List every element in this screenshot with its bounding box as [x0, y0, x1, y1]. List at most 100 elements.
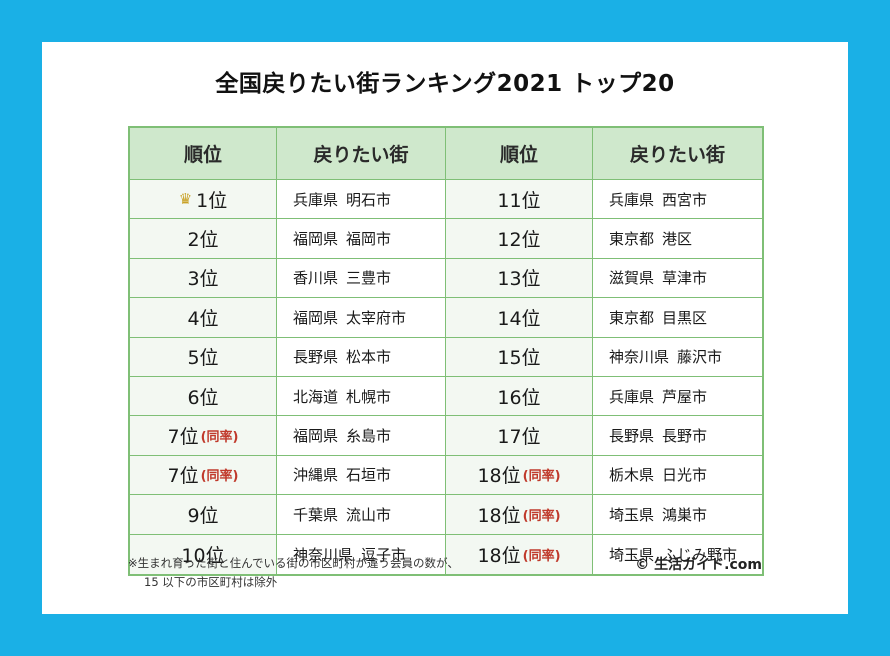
- footnote-line-1: ※生まれ育った街と住んでいる街の市区町村が違う会員の数が、: [128, 556, 459, 570]
- city-cell: 香川県 三豊市: [276, 258, 446, 299]
- city-cell: 北海道 札幌市: [276, 377, 446, 417]
- rank-cell: 14位: [445, 298, 593, 338]
- prefecture-name: 東京都: [608, 308, 654, 327]
- rank-cell: 6位: [130, 377, 277, 417]
- prefecture-name: 兵庫県: [608, 387, 654, 406]
- city-name: 明石市: [345, 190, 391, 209]
- prefecture-name: 長野県: [292, 348, 338, 367]
- rank-cell: 2位: [130, 219, 277, 259]
- rank-label: 6位: [187, 386, 219, 409]
- footnote-line-2: 15 以下の市区町村は除外: [144, 575, 278, 589]
- rank-label: 18位: [477, 544, 521, 567]
- prefecture-name: 神奈川県: [608, 348, 669, 367]
- prefecture-name: 長野県: [608, 427, 654, 446]
- prefecture-name: 埼玉県: [608, 545, 654, 564]
- rank-cell: 7位 (同率): [130, 455, 277, 496]
- ranking-card: 全国戻りたい街ランキング2021 トップ20 順位 戻りたい街 順位 戻りたい街…: [42, 42, 848, 614]
- rank-cell: 3位: [130, 258, 277, 299]
- city-name: 目黒区: [661, 308, 707, 327]
- rank-label: 15位: [497, 347, 541, 370]
- city-name: 糸島市: [345, 427, 391, 446]
- rank-cell: 13位: [445, 258, 593, 299]
- header-rank-right: 順位: [445, 128, 593, 180]
- tie-badge: (同率): [522, 548, 561, 564]
- rank-cell: 5位: [130, 337, 277, 377]
- rank-cell: 18位 (同率): [445, 455, 593, 496]
- rank-label: 16位: [497, 386, 541, 409]
- prefecture-name: 福岡県: [292, 427, 338, 446]
- city-name: 長野市: [661, 427, 707, 446]
- prefecture-name: 香川県: [292, 269, 338, 288]
- rank-cell: 18位 (同率): [445, 495, 593, 535]
- city-name: 鴻巣市: [661, 505, 707, 524]
- city-name: 三豊市: [345, 269, 391, 288]
- city-name: ふじみ野市: [661, 545, 737, 564]
- prefecture-name: 神奈川県: [292, 545, 353, 564]
- header-city-left: 戻りたい街: [276, 128, 446, 180]
- city-name: 日光市: [661, 466, 707, 485]
- rank-label: 1位: [196, 189, 228, 212]
- rank-label: 11位: [497, 189, 541, 212]
- tie-badge: (同率): [522, 469, 561, 485]
- header-rank-left: 順位: [130, 128, 277, 180]
- city-cell: 福岡県 福岡市: [276, 219, 446, 259]
- prefecture-name: 兵庫県: [292, 190, 338, 209]
- rank-cell: 10位: [130, 534, 277, 574]
- prefecture-name: 埼玉県: [608, 505, 654, 524]
- rank-cell: ♛ 1位: [130, 180, 277, 220]
- prefecture-name: 兵庫県: [608, 190, 654, 209]
- prefecture-name: 福岡県: [292, 308, 338, 327]
- city-cell: 東京都 港区: [592, 219, 762, 259]
- tie-badge: (同率): [200, 469, 239, 485]
- city-cell: 埼玉県 ふじみ野市: [592, 534, 762, 574]
- city-cell: 兵庫県 芦屋市: [592, 377, 762, 417]
- city-cell: 沖縄県 石垣市: [276, 455, 446, 496]
- city-cell: 栃木県 日光市: [592, 455, 762, 496]
- city-name: 西宮市: [661, 190, 707, 209]
- rank-cell: 9位: [130, 495, 277, 535]
- rank-label: 7位: [167, 465, 199, 488]
- rank-label: 3位: [187, 268, 219, 291]
- prefecture-name: 福岡県: [292, 230, 338, 249]
- tie-badge: (同率): [200, 430, 239, 446]
- city-cell: 福岡県 糸島市: [276, 416, 446, 456]
- rank-label: 10位: [181, 544, 225, 567]
- header-city-right: 戻りたい街: [592, 128, 762, 180]
- city-cell: 長野県 長野市: [592, 416, 762, 456]
- prefecture-name: 滋賀県: [608, 269, 654, 288]
- rank-label: 4位: [187, 307, 219, 330]
- rank-cell: 4位: [130, 298, 277, 338]
- rank-label: 18位: [477, 504, 521, 527]
- city-name: 太宰府市: [345, 308, 406, 327]
- city-cell: 兵庫県 西宮市: [592, 180, 762, 220]
- footnote: ※生まれ育った街と住んでいる街の市区町村が違う会員の数が、 15 以下の市区町村…: [128, 554, 459, 592]
- tie-badge: (同率): [522, 508, 561, 524]
- city-cell: 滋賀県 草津市: [592, 258, 762, 299]
- prefecture-name: 北海道: [292, 387, 338, 406]
- city-name: 港区: [661, 230, 692, 249]
- city-cell: 福岡県 太宰府市: [276, 298, 446, 338]
- city-cell: 千葉県 流山市: [276, 495, 446, 535]
- city-name: 芦屋市: [661, 387, 707, 406]
- rank-label: 9位: [187, 504, 219, 527]
- rank-cell: 17位: [445, 416, 593, 456]
- rank-label: 17位: [497, 426, 541, 449]
- rank-label: 12位: [497, 229, 541, 252]
- city-cell: 神奈川県 藤沢市: [592, 337, 762, 377]
- city-name: 松本市: [345, 348, 391, 367]
- rank-label: 13位: [497, 268, 541, 291]
- prefecture-name: 栃木県: [608, 466, 654, 485]
- city-name: 札幌市: [345, 387, 391, 406]
- city-name: 流山市: [345, 505, 391, 524]
- copyright: © 生活ガイド.com: [635, 557, 762, 573]
- city-name: 石垣市: [345, 466, 391, 485]
- city-name: 逗子市: [360, 545, 406, 564]
- prefecture-name: 東京都: [608, 230, 654, 249]
- rank-label: 5位: [187, 347, 219, 370]
- rank-cell: 16位: [445, 377, 593, 417]
- page-title: 全国戻りたい街ランキング2021 トップ20: [215, 71, 675, 97]
- city-name: 草津市: [661, 269, 707, 288]
- rank-cell: 7位 (同率): [130, 416, 277, 456]
- city-cell: 東京都 目黒区: [592, 298, 762, 338]
- rank-cell: 15位: [445, 337, 593, 377]
